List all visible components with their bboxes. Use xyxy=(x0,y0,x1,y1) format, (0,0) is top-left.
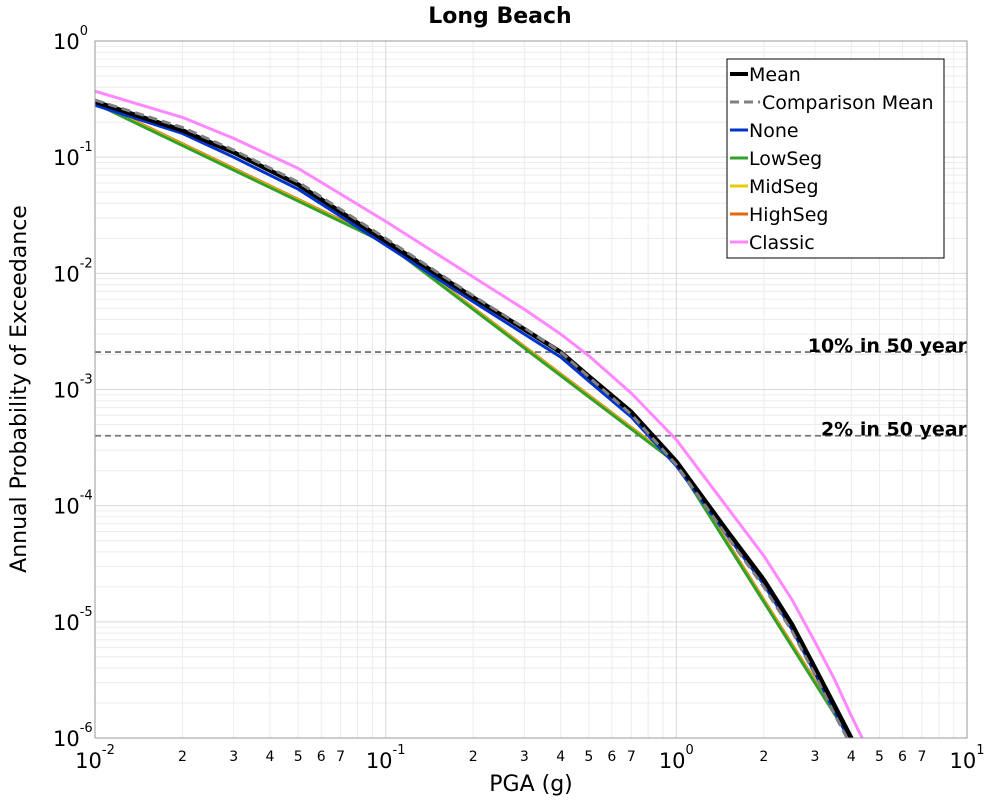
x-minor-tick-label: 7 xyxy=(627,749,636,765)
series-line-comparison-mean xyxy=(95,98,849,738)
x-axis-label: PGA (g) xyxy=(489,772,573,797)
series-layer xyxy=(95,89,864,738)
x-minor-tick-label: 5 xyxy=(875,749,884,765)
reference-line-label: 10% in 50 year xyxy=(808,335,968,357)
x-minor-tick-label: 7 xyxy=(918,749,927,765)
x-minor-tick-label: 2 xyxy=(759,749,768,765)
x-minor-tick-label: 4 xyxy=(266,749,275,765)
x-minor-tick-label: 2 xyxy=(178,749,187,765)
y-tick-label: 10-4 xyxy=(53,489,93,519)
chart-title: Long Beach xyxy=(428,4,571,29)
plot-frame xyxy=(94,40,968,739)
x-tick-label: 101 xyxy=(949,743,984,773)
legend-label: Mean xyxy=(749,64,801,86)
x-minor-tick-label: 5 xyxy=(584,749,593,765)
y-tick-label: 10-2 xyxy=(53,256,93,286)
legend-label: Comparison Mean xyxy=(762,92,934,114)
reference-line-label: 2% in 50 year xyxy=(821,419,968,441)
series-line-mean xyxy=(95,99,854,738)
series-line-lowseg xyxy=(95,102,852,738)
x-minor-tick-label: 6 xyxy=(317,749,326,765)
x-minor-tick-label: 3 xyxy=(520,749,529,765)
x-minor-tick-label: 6 xyxy=(607,749,616,765)
x-minor-tick-label: 4 xyxy=(556,749,565,765)
x-minor-tick-label: 3 xyxy=(811,749,820,765)
legend-label: None xyxy=(749,120,799,142)
x-tick-label: 10-1 xyxy=(366,743,406,773)
legend-box xyxy=(726,58,945,259)
y-axis-label: Annual Probability of Exceedance xyxy=(7,205,32,573)
x-minor-tick-label: 7 xyxy=(336,749,345,765)
x-minor-tick-label: 5 xyxy=(294,749,303,765)
x-minor-tick-label: 2 xyxy=(469,749,478,765)
x-minor-tick-label: 3 xyxy=(229,749,238,765)
y-tick-label: 10-3 xyxy=(53,373,93,403)
series-line-classic xyxy=(95,89,864,738)
legend: Mean Comparison Mean None LowSeg MidSeg HighS… xyxy=(726,58,945,259)
x-minor-tick-label: 4 xyxy=(847,749,856,765)
y-tick-label: 10-1 xyxy=(53,140,93,170)
series-line-none xyxy=(95,103,851,738)
legend-label: MidSeg xyxy=(749,176,819,198)
x-tick-label: 100 xyxy=(659,743,694,773)
legend-label: LowSeg xyxy=(749,148,822,170)
y-tick-label: 10-5 xyxy=(53,605,93,635)
x-minor-tick-label: 6 xyxy=(898,749,907,765)
y-axis-ticks: 100 10-1 10-2 10-3 10-4 10-5 10-6 xyxy=(53,24,93,751)
y-tick-label: 10-6 xyxy=(53,721,93,751)
x-tick-label: 10-2 xyxy=(75,743,115,773)
legend-label: HighSeg xyxy=(749,204,828,226)
legend-label: Classic xyxy=(749,232,815,254)
y-tick-label: 100 xyxy=(53,24,88,54)
